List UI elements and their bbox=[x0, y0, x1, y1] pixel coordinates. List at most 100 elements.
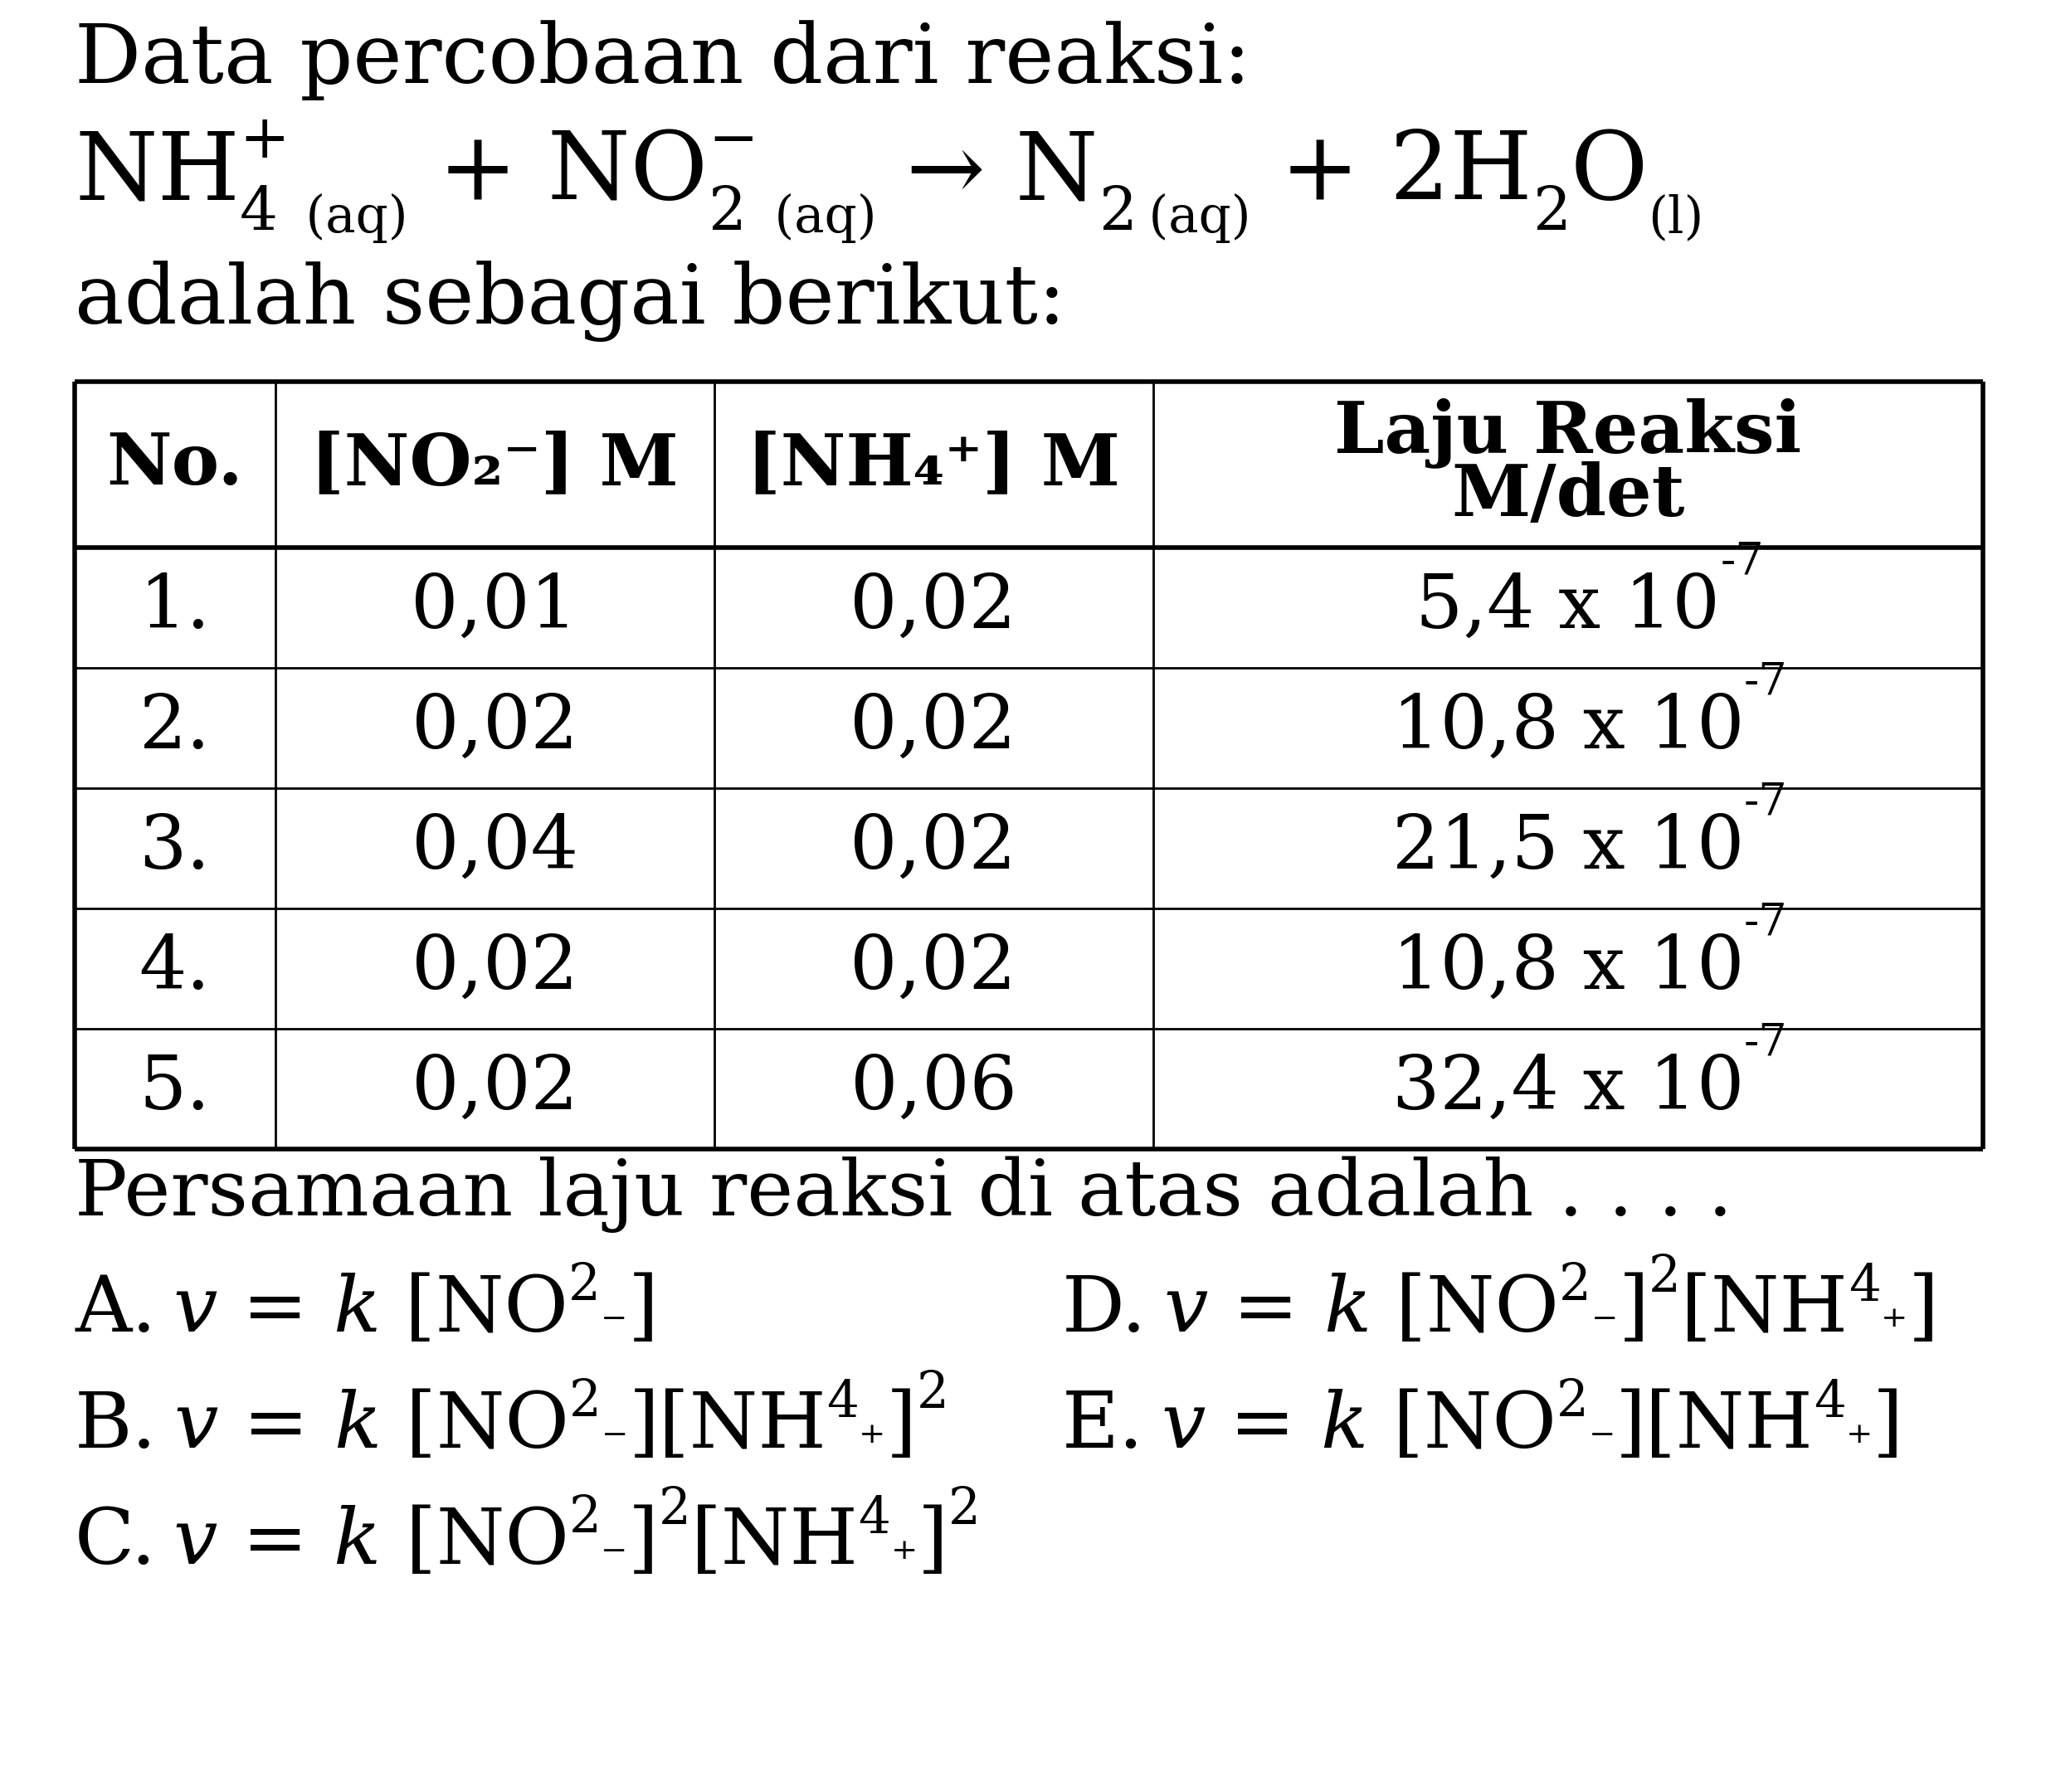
Text: [NO₂⁻] M: [NO₂⁻] M bbox=[310, 430, 679, 500]
Text: ⁺: ⁺ bbox=[1846, 1421, 1873, 1469]
Text: v: v bbox=[172, 1505, 217, 1579]
Text: ⁻: ⁻ bbox=[1592, 1305, 1618, 1355]
Text: 21,5 x 10: 21,5 x 10 bbox=[1393, 812, 1743, 885]
Text: 4: 4 bbox=[827, 1378, 859, 1426]
Text: 2: 2 bbox=[1532, 185, 1571, 244]
Text: -7: -7 bbox=[1743, 1021, 1788, 1064]
Text: 2.: 2. bbox=[139, 692, 211, 763]
Text: B.: B. bbox=[74, 1389, 158, 1464]
Text: 2: 2 bbox=[948, 1486, 980, 1534]
Text: 5.: 5. bbox=[139, 1052, 211, 1125]
Text: ⁻: ⁻ bbox=[601, 1536, 628, 1586]
Text: 4: 4 bbox=[1813, 1378, 1846, 1426]
Text: (aq): (aq) bbox=[289, 194, 408, 244]
Text: No.: No. bbox=[107, 430, 244, 500]
Text: (aq): (aq) bbox=[1132, 194, 1251, 244]
Text: 1.: 1. bbox=[139, 572, 211, 643]
Text: 3.: 3. bbox=[139, 812, 211, 885]
Text: k: k bbox=[334, 1389, 381, 1464]
Text: → N: → N bbox=[876, 127, 1097, 219]
Text: -7: -7 bbox=[1743, 901, 1788, 944]
Text: 2: 2 bbox=[658, 1486, 691, 1534]
Text: 0,04: 0,04 bbox=[410, 812, 578, 885]
Text: v: v bbox=[174, 1389, 217, 1464]
Text: ]: ] bbox=[917, 1505, 948, 1579]
Text: 2: 2 bbox=[1097, 185, 1136, 244]
Text: 2: 2 bbox=[708, 185, 747, 244]
Text: k: k bbox=[1323, 1272, 1370, 1348]
Text: + 2H: + 2H bbox=[1251, 127, 1532, 219]
Text: v: v bbox=[172, 1272, 217, 1348]
Text: NH: NH bbox=[74, 127, 240, 219]
Text: A.: A. bbox=[74, 1272, 156, 1348]
Text: ⁻: ⁻ bbox=[1587, 1421, 1616, 1469]
Text: ⁺: ⁺ bbox=[890, 1536, 917, 1586]
Text: 0,02: 0,02 bbox=[410, 1052, 578, 1125]
Text: 2: 2 bbox=[1557, 1378, 1587, 1426]
Text: [NH: [NH bbox=[691, 1505, 857, 1579]
Text: 2: 2 bbox=[570, 1378, 601, 1426]
Text: M/det: M/det bbox=[1452, 461, 1684, 530]
Text: D.: D. bbox=[1062, 1272, 1147, 1348]
Text: ]: ] bbox=[1618, 1272, 1649, 1348]
Text: [NO: [NO bbox=[381, 1505, 568, 1579]
Text: Persamaan laju reaksi di atas adalah . . . .: Persamaan laju reaksi di atas adalah . .… bbox=[74, 1156, 1733, 1233]
Text: ]: ] bbox=[1873, 1389, 1903, 1464]
Text: 4: 4 bbox=[1848, 1262, 1881, 1310]
Text: +: + bbox=[240, 111, 289, 170]
Text: k: k bbox=[332, 1272, 379, 1348]
Text: v: v bbox=[1163, 1272, 1208, 1348]
Text: + NO: + NO bbox=[408, 127, 708, 219]
Text: k: k bbox=[332, 1505, 381, 1579]
Text: -7: -7 bbox=[1721, 541, 1764, 584]
Text: [NH₄⁺] M: [NH₄⁺] M bbox=[747, 430, 1120, 500]
Text: =: = bbox=[1206, 1389, 1321, 1464]
Text: ][NH: ][NH bbox=[628, 1389, 827, 1464]
Text: [NO: [NO bbox=[379, 1272, 568, 1348]
Text: =: = bbox=[217, 1272, 332, 1348]
Text: ]: ] bbox=[1907, 1272, 1938, 1348]
Text: 0,02: 0,02 bbox=[410, 692, 578, 763]
Text: =: = bbox=[217, 1389, 334, 1464]
Text: [NO: [NO bbox=[1368, 1389, 1557, 1464]
Text: ⁺: ⁺ bbox=[859, 1421, 886, 1469]
Text: 10,8 x 10: 10,8 x 10 bbox=[1393, 932, 1743, 1005]
Text: 2: 2 bbox=[568, 1493, 601, 1543]
Text: 0,02: 0,02 bbox=[410, 932, 578, 1005]
Text: [NO: [NO bbox=[381, 1389, 570, 1464]
Text: v: v bbox=[1161, 1389, 1206, 1464]
Text: [NH: [NH bbox=[1682, 1272, 1848, 1348]
Text: −: − bbox=[708, 111, 759, 170]
Text: ][NH: ][NH bbox=[1616, 1389, 1813, 1464]
Text: 0,01: 0,01 bbox=[410, 572, 578, 643]
Text: O: O bbox=[1571, 127, 1647, 219]
Text: 5,4 x 10: 5,4 x 10 bbox=[1415, 572, 1721, 643]
Text: 4: 4 bbox=[240, 185, 277, 244]
Text: -7: -7 bbox=[1743, 781, 1788, 824]
Text: k: k bbox=[1321, 1389, 1368, 1464]
Text: ⁻: ⁻ bbox=[601, 1305, 628, 1355]
Text: ⁻: ⁻ bbox=[601, 1421, 628, 1469]
Text: 2: 2 bbox=[568, 1262, 601, 1310]
Text: 0,02: 0,02 bbox=[849, 932, 1017, 1005]
Text: 4.: 4. bbox=[139, 932, 211, 1005]
Text: [NO: [NO bbox=[1370, 1272, 1559, 1348]
Text: 32,4 x 10: 32,4 x 10 bbox=[1393, 1052, 1743, 1125]
Text: ⁺: ⁺ bbox=[1881, 1305, 1907, 1355]
Text: (l): (l) bbox=[1647, 194, 1704, 244]
Text: 0,02: 0,02 bbox=[849, 692, 1017, 763]
Text: Laju Reaksi: Laju Reaksi bbox=[1335, 398, 1801, 468]
Text: 2: 2 bbox=[1649, 1253, 1682, 1303]
Text: E.: E. bbox=[1062, 1389, 1144, 1464]
Text: ]: ] bbox=[886, 1389, 917, 1464]
Text: 2: 2 bbox=[917, 1369, 948, 1419]
Text: 2: 2 bbox=[1559, 1262, 1592, 1310]
Text: (aq): (aq) bbox=[759, 194, 876, 244]
Text: ]: ] bbox=[628, 1272, 658, 1348]
Text: =: = bbox=[1208, 1272, 1323, 1348]
Text: ]: ] bbox=[628, 1505, 658, 1579]
Text: =: = bbox=[217, 1505, 332, 1579]
Text: 10,8 x 10: 10,8 x 10 bbox=[1393, 692, 1743, 763]
Text: Data percobaan dari reaksi:: Data percobaan dari reaksi: bbox=[74, 20, 1251, 100]
Text: 4: 4 bbox=[857, 1493, 890, 1543]
